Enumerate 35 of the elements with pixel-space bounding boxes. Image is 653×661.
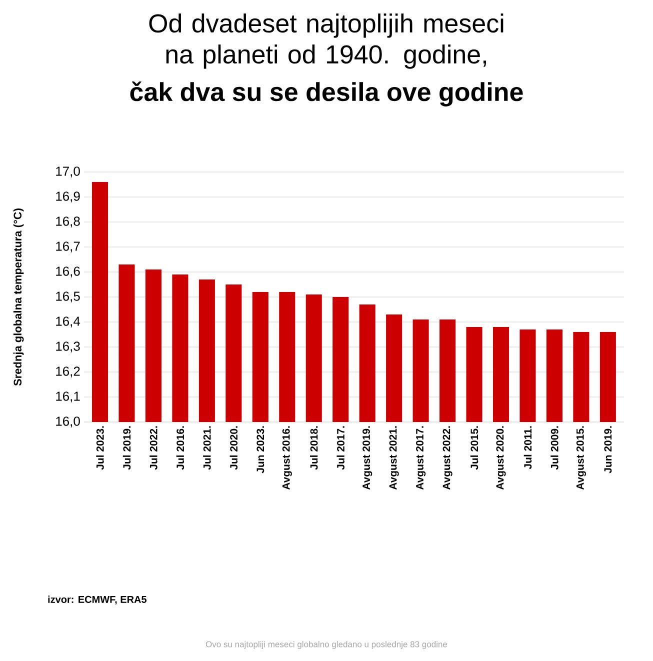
x-tick-label: Avgust 2019. <box>362 426 372 490</box>
x-tick-label: Jul 2011. <box>524 426 532 470</box>
y-tick-label: 16,4 <box>56 316 80 328</box>
x-tick-label: Avgust 2020. <box>496 426 506 490</box>
y-tick-label: 16,7 <box>56 242 80 252</box>
chart-subtitle: čak dva su se desila ove godine <box>130 82 523 106</box>
y-axis-title: Srednja globalna temperatura (°C) <box>13 208 24 386</box>
y-tick-label: 16,8 <box>56 216 80 228</box>
x-tick-label: Jul 2023. <box>96 426 104 470</box>
text: izvor: ECMWF, ERA5 <box>48 596 147 604</box>
x-tick-label: Avgust 2022. <box>442 426 452 490</box>
x-tick-label: Jul 2019. <box>122 426 131 470</box>
x-tick-label: Jul 2021. <box>203 426 211 470</box>
x-tick-label: Avgust 2016. <box>282 426 292 490</box>
text: Ovo su najtopliji meseci globalno gledano u poslednje 83 godine <box>206 641 448 649</box>
x-tick-label: Jul 2015. <box>470 426 478 470</box>
x-tick-label: Avgust 2015. <box>576 426 586 490</box>
x-tick-label: Jun 2023. <box>256 426 264 474</box>
y-tick-label: 17,0 <box>56 166 80 178</box>
y-tick-label: 16,1 <box>56 392 80 402</box>
x-tick-label: Jul 2009. <box>550 426 558 470</box>
x-tick-label: Avgust 2021. <box>389 426 399 490</box>
y-tick-label: 16,5 <box>56 292 80 302</box>
x-tick-label: Jun 2019. <box>604 426 612 474</box>
x-tick-label: Jul 2020. <box>230 426 238 470</box>
y-tick-label: 16,3 <box>56 342 80 352</box>
y-tick-label: 16,0 <box>56 416 80 428</box>
x-tick-label: Jul 2022. <box>150 426 158 470</box>
y-tick-label: 16,9 <box>56 192 80 202</box>
y-tick-label: 16,2 <box>56 366 80 378</box>
y-tick-label: 16,6 <box>56 266 80 278</box>
x-tick-label: Jul 2016. <box>176 426 184 470</box>
x-tick-label: Avgust 2017. <box>416 426 426 490</box>
x-tick-label: Jul 2018. <box>310 426 318 470</box>
x-tick-label: Jul 2017. <box>336 426 344 470</box>
